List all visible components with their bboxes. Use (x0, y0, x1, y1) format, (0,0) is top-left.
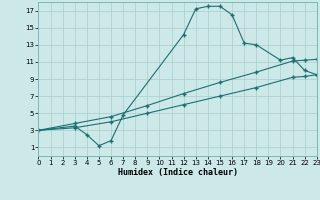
X-axis label: Humidex (Indice chaleur): Humidex (Indice chaleur) (118, 168, 238, 177)
